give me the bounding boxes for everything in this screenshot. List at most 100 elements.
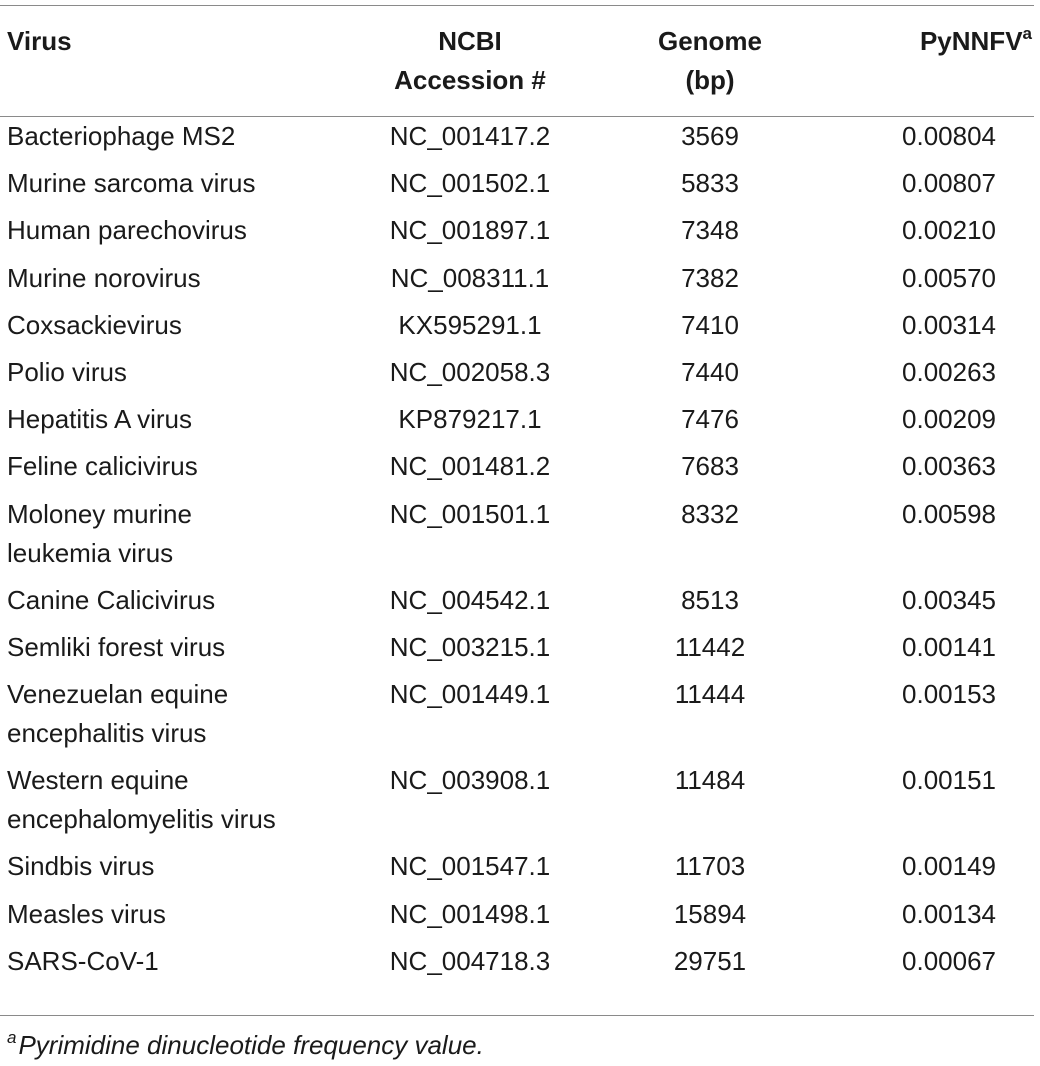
virus-name: Semliki forest virus (7, 631, 226, 662)
table-row: Sindbis virus NC_001547.1 11703 0.00149 (0, 847, 1034, 894)
top-rule (0, 5, 1034, 6)
cell-virus: Western equine encephalomyelitis virus (0, 761, 352, 847)
cell-pynnfv: 0.00067 (902, 945, 996, 976)
virus-name-continued: leukemia virus (7, 537, 174, 568)
virus-name: Measles virus (7, 898, 166, 929)
table-row: Canine Calicivirus NC_004542.1 8513 0.00345 (0, 581, 1034, 628)
cell-genome: 3569 (681, 121, 739, 151)
virus-table: Virus NCBI Accession # Genome (bp) PyNNF… (0, 0, 1034, 989)
table-row: Western equine encephalomyelitis virus NC_… (0, 761, 1034, 847)
header-pynnfv: PyNNFVa (832, 0, 1034, 100)
cell-accession: NC_001481.2 (389, 451, 551, 482)
cell-virus: Canine Calicivirus (0, 581, 352, 628)
virus-name: Venezuelan equine (7, 679, 229, 710)
header-rule (0, 116, 1034, 117)
cell-pynnfv: 0.00209 (902, 404, 996, 435)
cell-virus: Sindbis virus (0, 847, 352, 894)
virus-name: Bacteriophage MS2 (7, 121, 236, 151)
cell-accession: NC_001417.2 (389, 121, 551, 151)
virus-name: Murine norovirus (7, 262, 201, 293)
table-row: Human parechovirus NC_001897.1 7348 0.00210 (0, 211, 1034, 258)
cell-accession: NC_001547.1 (389, 851, 551, 882)
cell-genome: 7440 (681, 356, 739, 387)
header-virus-label: Virus (7, 26, 72, 56)
cell-virus: Venezuelan equine encephalitis virus (0, 675, 352, 761)
table-footnote: aPyrimidine dinucleotide frequency value… (7, 1025, 484, 1065)
cell-genome: 8332 (681, 498, 739, 529)
cell-genome: 7382 (681, 262, 739, 293)
cell-accession: NC_008311.1 (390, 262, 550, 293)
cell-accession: NC_004542.1 (389, 584, 551, 615)
cell-accession: NC_003908.1 (389, 765, 551, 796)
virus-name: Polio virus (7, 356, 127, 387)
virus-name: Western equine (7, 765, 189, 796)
cell-genome: 11484 (674, 765, 746, 796)
table-row: Murine sarcoma virus NC_001502.1 5833 0.008… (0, 164, 1034, 211)
cell-accession: NC_001502.1 (389, 168, 551, 199)
cell-genome: 11703 (674, 851, 746, 882)
cell-pynnfv: 0.00570 (902, 262, 996, 293)
virus-name: Human parechovirus (7, 215, 247, 246)
cell-virus: Measles virus (0, 895, 352, 942)
cell-virus: Hepatitis A virus (0, 400, 352, 447)
cell-genome: 11442 (674, 631, 746, 662)
cell-accession: NC_002058.3 (389, 356, 551, 387)
header-genome-line1: Genome (657, 26, 763, 56)
table-row: Measles virus NC_001498.1 15894 0.00134 (0, 895, 1034, 942)
table-body: Bacteriophage MS2 NC_001417.2 3569 0.00804 M… (0, 100, 1034, 989)
table-row: Feline calicivirus NC_001481.2 7683 0.00363 (0, 447, 1034, 494)
table-row: Hepatitis A virus KP879217.1 7476 0.00209 (0, 400, 1034, 447)
cell-pynnfv: 0.00807 (902, 168, 996, 199)
footnote-text: Pyrimidine dinucleotide frequency value. (18, 1030, 484, 1060)
header-pynnfv-label: PyNNFV (919, 26, 1023, 56)
cell-pynnfv: 0.00151 (902, 765, 996, 796)
cell-pynnfv: 0.00134 (902, 898, 996, 929)
table-row: Polio virus NC_002058.3 7440 0.00263 (0, 353, 1034, 400)
table-row: Bacteriophage MS2 NC_001417.2 3569 0.00804 (0, 100, 1034, 164)
virus-name: Sindbis virus (7, 851, 155, 882)
cell-genome: 7348 (681, 215, 739, 246)
cell-accession: KX595291.1 (398, 309, 542, 340)
virus-name: SARS-CoV-1 (7, 945, 159, 976)
cell-accession: NC_001897.1 (389, 215, 551, 246)
header-virus: Virus (0, 0, 352, 100)
cell-accession: NC_001449.1 (389, 679, 551, 710)
cell-pynnfv: 0.00263 (902, 356, 996, 387)
cell-accession: NC_003215.1 (389, 631, 551, 662)
cell-pynnfv: 0.00598 (902, 498, 996, 529)
virus-name: Feline calicivirus (7, 451, 198, 482)
cell-virus: SARS-CoV-1 (0, 942, 352, 989)
bottom-rule (0, 1015, 1034, 1016)
cell-pynnfv: 0.00141 (902, 631, 996, 662)
cell-genome: 8513 (681, 584, 739, 615)
cell-virus: Murine norovirus (0, 259, 352, 306)
cell-genome: 15894 (673, 898, 747, 929)
cell-pynnfv: 0.00363 (902, 451, 996, 482)
cell-virus: Semliki forest virus (0, 628, 352, 675)
header-accession: NCBI Accession # (352, 0, 588, 100)
table-header: Virus NCBI Accession # Genome (bp) PyNNF… (0, 0, 1034, 100)
virus-name: Hepatitis A virus (7, 404, 192, 435)
virus-name-continued: encephalomyelitis virus (7, 804, 276, 835)
cell-virus: Moloney murine leukemia virus (0, 495, 352, 581)
cell-pynnfv: 0.00804 (902, 121, 996, 151)
cell-virus: Feline calicivirus (0, 447, 352, 494)
cell-genome: 7683 (681, 451, 739, 482)
virus-name: Coxsackievirus (7, 309, 182, 340)
virus-name: Murine sarcoma virus (7, 168, 256, 199)
virus-name: Canine Calicivirus (7, 584, 216, 615)
header-genome: Genome (bp) (588, 0, 832, 100)
cell-pynnfv: 0.00210 (902, 215, 996, 246)
cell-virus: Coxsackievirus (0, 306, 352, 353)
cell-virus: Human parechovirus (0, 211, 352, 258)
cell-pynnfv: 0.00345 (902, 584, 996, 615)
table-row: SARS-CoV-1 NC_004718.3 29751 0.00067 (0, 942, 1034, 989)
table-row: Venezuelan equine encephalitis virus NC_00… (0, 675, 1034, 761)
cell-genome: 5833 (681, 168, 739, 199)
header-accession-line2: Accession # (394, 65, 546, 95)
header-footnote-marker: a (1022, 24, 1032, 43)
cell-accession: NC_004718.3 (389, 945, 551, 976)
cell-pynnfv: 0.00314 (902, 309, 996, 340)
cell-accession: NC_001498.1 (389, 898, 551, 929)
